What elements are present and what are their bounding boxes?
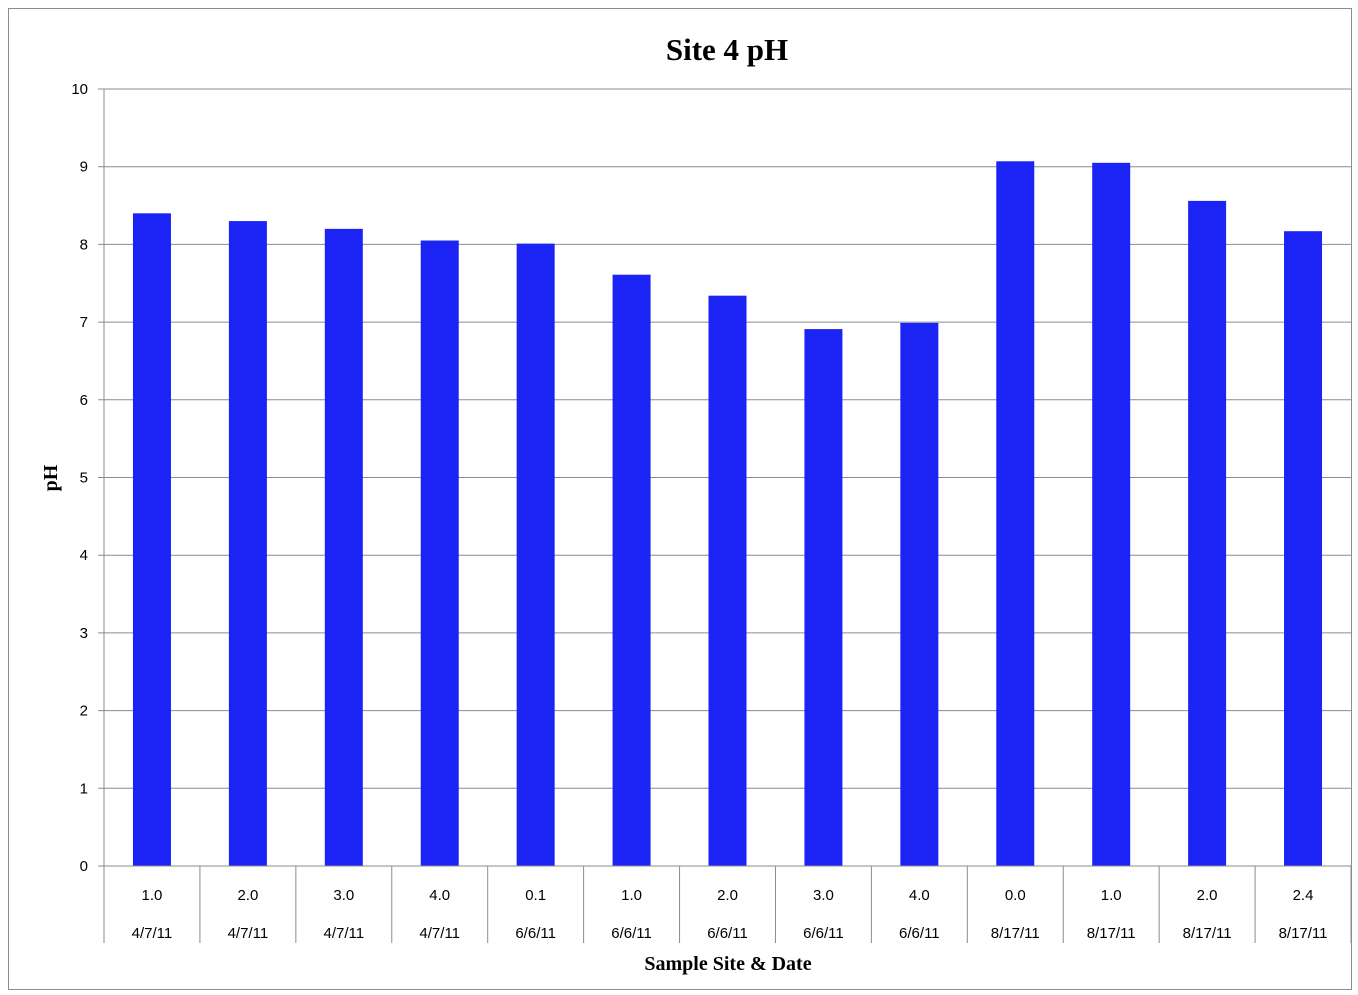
y-tick-label: 8	[80, 236, 88, 253]
x-tick-site-label: 0.0	[1005, 887, 1026, 904]
x-tick-site-label: 4.0	[429, 887, 450, 904]
x-tick-date-label: 6/6/11	[899, 925, 940, 942]
axes: 0 1 2 3 4 5 6 7 8 9 10 1.0 4/7/11 2.0 4/7/11 3.0 4/7/11 4…	[71, 81, 1352, 943]
x-axis-title: Sample Site & Date	[644, 953, 811, 975]
x-tick-site-label: 3.0	[813, 887, 834, 904]
y-tick-label: 7	[80, 314, 88, 331]
x-tick-date-label: 4/7/11	[132, 925, 173, 942]
bar	[420, 240, 459, 866]
bar	[516, 243, 555, 867]
y-tick-label: 5	[80, 470, 88, 487]
x-tick-site-label: 2.0	[1197, 887, 1218, 904]
y-tick-label: 1	[80, 780, 88, 797]
x-tick-site-label: 2.0	[237, 887, 258, 904]
bar	[1284, 231, 1323, 867]
x-tick-site-label: 2.0	[717, 887, 738, 904]
x-tick-date-label: 6/6/11	[803, 925, 844, 942]
chart-title: Site 4 pH	[666, 32, 788, 67]
y-tick-label: 3	[80, 625, 88, 642]
bar	[804, 329, 843, 866]
x-tick-site-label: 3.0	[333, 887, 354, 904]
x-tick-date-label: 8/17/11	[1183, 925, 1232, 942]
bar	[900, 322, 939, 866]
bar	[228, 221, 267, 867]
bar	[996, 161, 1035, 867]
x-tick-site-label: 4.0	[909, 887, 930, 904]
x-tick-date-label: 4/7/11	[228, 925, 269, 942]
y-tick-label: 0	[80, 858, 88, 875]
bar	[708, 295, 747, 866]
y-tick-label: 2	[80, 703, 88, 720]
x-tick-date-label: 6/6/11	[707, 925, 748, 942]
y-tick-label: 4	[80, 547, 88, 564]
x-tick-date-label: 4/7/11	[419, 925, 460, 942]
x-tick-date-label: 6/6/11	[515, 925, 556, 942]
y-tick-label: 10	[71, 81, 88, 98]
x-tick-date-label: 8/17/11	[1279, 925, 1328, 942]
bars	[132, 161, 1323, 867]
bar	[132, 213, 171, 866]
bar	[1188, 200, 1227, 866]
x-tick-site-label: 1.0	[142, 887, 163, 904]
x-tick-site-label: 1.0	[1101, 887, 1122, 904]
x-tick-date-label: 8/17/11	[1087, 925, 1136, 942]
x-tick-site-label: 0.1	[525, 887, 546, 904]
bar	[324, 228, 363, 867]
x-tick-date-label: 8/17/11	[991, 925, 1040, 942]
x-tick-date-label: 6/6/11	[611, 925, 652, 942]
y-tick-label: 9	[80, 159, 88, 176]
x-tick-site-label: 2.4	[1293, 887, 1314, 904]
bar	[1092, 162, 1131, 866]
y-tick-label: 6	[80, 392, 88, 409]
y-axis-title: pH	[40, 464, 62, 491]
x-tick-date-label: 4/7/11	[324, 925, 365, 942]
gridlines	[98, 88, 1351, 789]
bar	[612, 274, 651, 866]
x-tick-site-label: 1.0	[621, 887, 642, 904]
